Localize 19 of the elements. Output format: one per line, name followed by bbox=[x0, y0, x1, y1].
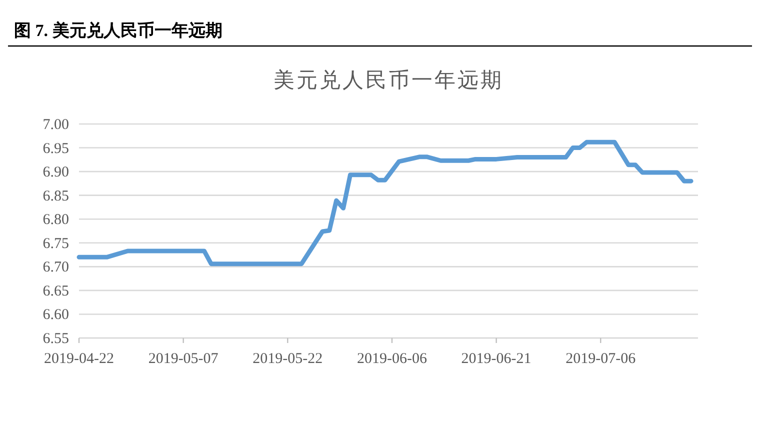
y-tick-label: 6.60 bbox=[42, 307, 69, 324]
y-tick-label: 6.55 bbox=[42, 331, 69, 347]
y-tick-label: 6.70 bbox=[42, 260, 69, 276]
y-tick-label: 6.80 bbox=[42, 212, 69, 228]
y-tick-label: 6.95 bbox=[42, 140, 69, 157]
y-tick-label: 6.75 bbox=[42, 236, 69, 252]
x-tick-label: 2019-07-06 bbox=[566, 351, 636, 367]
x-tick-label: 2019-06-21 bbox=[461, 351, 532, 367]
y-tick-label: 7.00 bbox=[42, 117, 69, 133]
y-tick-label: 6.65 bbox=[42, 283, 69, 300]
x-tick-label: 2019-06-06 bbox=[356, 351, 428, 367]
y-tick-label: 6.85 bbox=[42, 188, 69, 204]
y-tick-label: 6.90 bbox=[42, 164, 69, 181]
x-tick-label: 2019-05-07 bbox=[148, 351, 219, 367]
x-tick-label: 2019-05-22 bbox=[252, 351, 323, 367]
chart-subtitle: 美元兑人民币一年远期 bbox=[274, 68, 504, 92]
chart-title: 图 7. 美元兑人民币一年远期 bbox=[14, 21, 222, 40]
line-series bbox=[76, 140, 694, 266]
x-tick-label: 2019-04-22 bbox=[44, 351, 114, 367]
